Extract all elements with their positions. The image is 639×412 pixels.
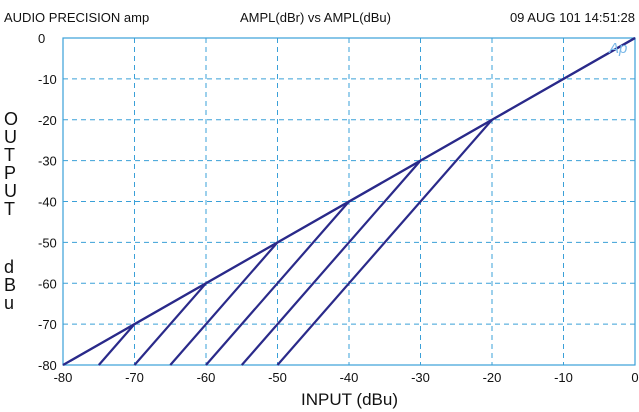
y-axis-label-char: P xyxy=(4,163,17,183)
series-line xyxy=(491,37,636,121)
series-line xyxy=(97,323,136,366)
series-line xyxy=(276,119,493,366)
y-tick-label: -60 xyxy=(38,276,57,291)
x-tick-label: -60 xyxy=(197,370,216,385)
ap-logo: Ap xyxy=(608,40,627,57)
y-tick-label: -30 xyxy=(38,154,57,169)
x-axis-label-text: INPUT (dBu) xyxy=(301,390,398,409)
y-axis-label-char: T xyxy=(4,199,15,219)
x-tick-label: -40 xyxy=(340,370,359,385)
x-tick-label: 0 xyxy=(631,370,638,385)
y-axis-label-char: d xyxy=(4,257,15,277)
x-tick-label: -30 xyxy=(411,370,430,385)
y-tick-label: -80 xyxy=(38,358,57,373)
series-line xyxy=(133,282,207,366)
header-title: AMPL(dBr) vs AMPL(dBu) xyxy=(240,10,391,25)
y-axis-label-char: B xyxy=(4,275,17,295)
y-axis-label-char: U xyxy=(4,127,17,147)
series-line xyxy=(205,200,350,366)
series-line xyxy=(169,241,279,366)
x-tick-label: -20 xyxy=(483,370,502,385)
y-tick-label: -20 xyxy=(38,113,57,128)
x-axis-label: INPUT (dBu) xyxy=(0,390,639,410)
y-tick-label: -10 xyxy=(38,72,57,87)
header-left: AUDIO PRECISION amp xyxy=(4,10,150,25)
y-axis-label-char: O xyxy=(4,109,19,129)
series-line xyxy=(69,118,493,362)
y-tick-label: 0 xyxy=(38,31,45,46)
x-tick-label: -80 xyxy=(54,370,73,385)
y-axis-label-char: u xyxy=(4,293,15,313)
y-tick-label: -70 xyxy=(38,317,57,332)
y-tick-label: -50 xyxy=(38,235,57,250)
y-axis-label-char: T xyxy=(4,145,15,165)
header-timestamp: 09 AUG 101 14:51:28 xyxy=(509,10,635,25)
x-tick-label: -50 xyxy=(268,370,287,385)
series-line xyxy=(240,159,422,366)
y-axis-label-char: U xyxy=(4,181,17,201)
x-tick-label: -10 xyxy=(554,370,573,385)
y-tick-label: -40 xyxy=(38,195,57,210)
x-tick-label: -70 xyxy=(125,370,144,385)
